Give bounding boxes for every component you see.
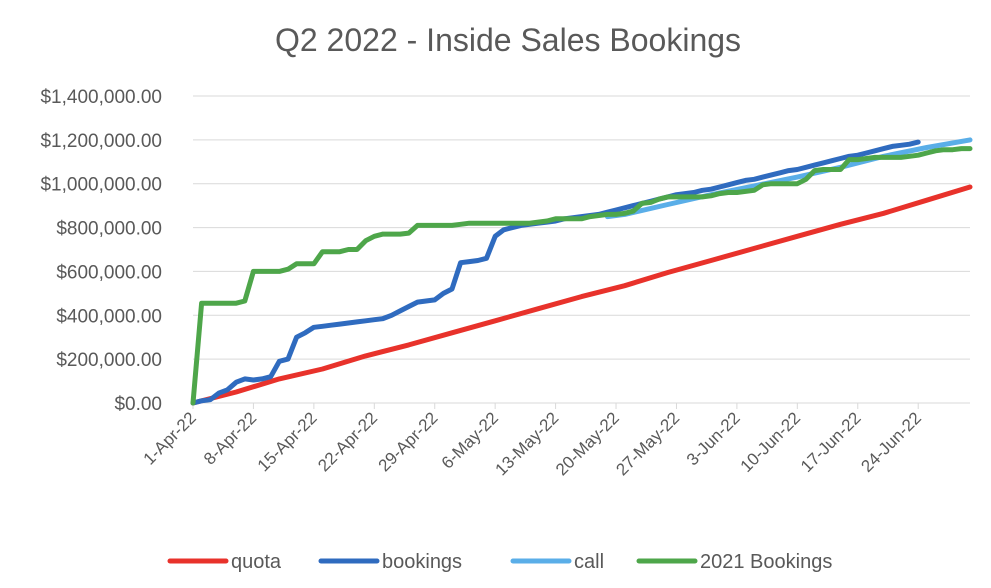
x-tick-label: 27-May-22 [612,408,683,479]
x-axis: 1-Apr-22 8-Apr-2215-Apr-2222-Apr-2229-Apr… [140,402,970,479]
legend-label-2021-bookings: 2021 Bookings [700,551,832,573]
x-tick-label: 29-Apr-22 [375,408,442,475]
series-line-quota [190,184,973,406]
series-line-bookings [190,139,921,406]
x-tick-label: 13-May-22 [492,408,563,479]
y-tick-label: $400,000.00 [56,306,162,327]
x-tick-label: 17-Jun-22 [797,408,865,476]
x-tick-label: 22-Apr-22 [314,408,381,475]
series-line-2021-bookings [190,146,973,406]
x-tick-label: 20-May-22 [552,408,623,479]
y-tick-label: $800,000.00 [56,219,162,240]
y-tick-label: $200,000.00 [56,350,162,371]
y-tick-label: $600,000.00 [56,262,162,283]
gridlines [193,95,970,360]
legend-label-call: call [574,551,604,573]
chart-title: Q2 2022 - Inside Sales Bookings [275,22,741,58]
legend-label-bookings: bookings [382,551,462,573]
series-lines [190,137,973,406]
y-tick-label: $1,400,000.00 [40,87,162,108]
x-tick-label: 24-Jun-22 [857,408,925,476]
x-tick-label: 15-Apr-22 [254,408,321,475]
y-axis-tick-labels: $0.00 $200,000.00 $400,000.00 $600,000.00 $8… [40,87,162,415]
x-tick-label: 3-Jun-22 [683,408,744,469]
legend-label-quota: quota [231,551,282,573]
x-tick-label: 8-Apr-22 [200,408,260,468]
x-tick-label: 1-Apr-22 [140,408,200,468]
y-tick-label: $1,200,000.00 [40,131,162,152]
y-tick-label: $1,000,000.00 [40,175,162,196]
legend: quota bookings call 2021 Bookings [167,551,832,573]
x-tick-label: 10-Jun-22 [737,408,805,476]
y-tick-label: $0.00 [114,394,162,415]
x-tick-label: 6-May-22 [438,408,502,472]
